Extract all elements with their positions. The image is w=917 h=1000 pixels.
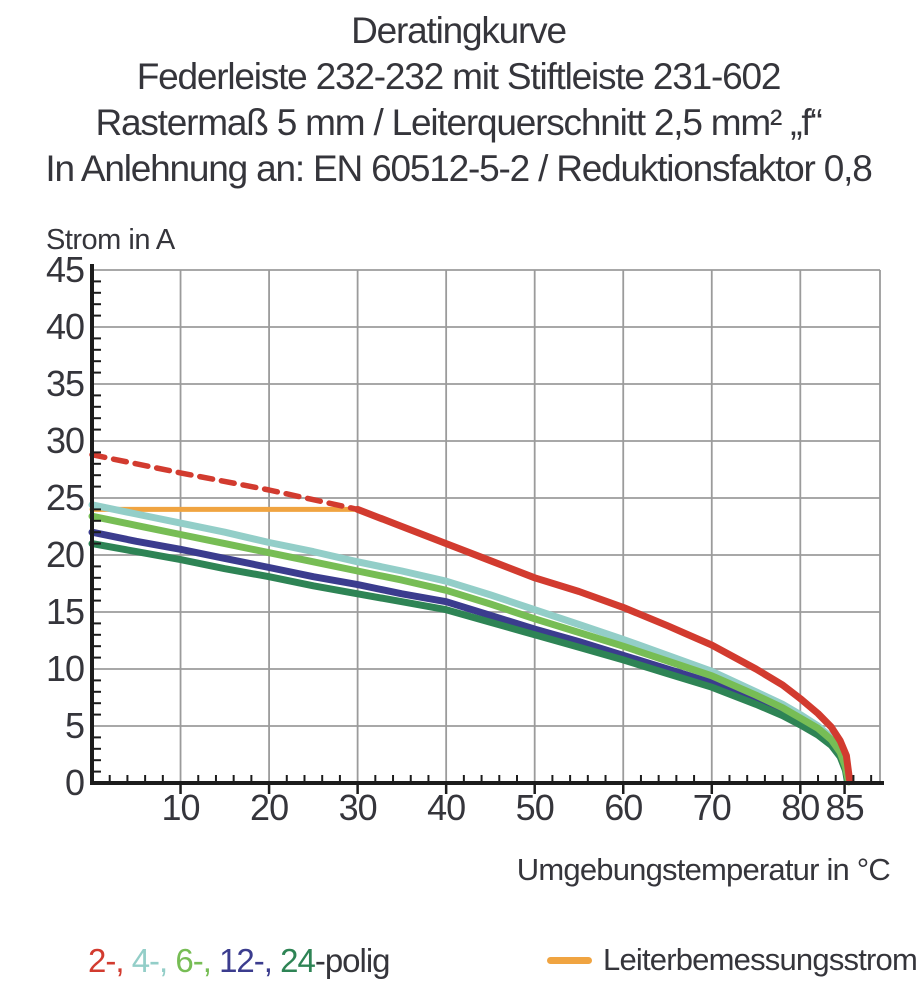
curve-polig-24 <box>88 540 851 785</box>
x-tick-label: 40 <box>427 787 465 828</box>
y-tick-label: 30 <box>46 420 84 461</box>
legend-rated-current: Leiterbemessungsstrom <box>547 942 917 978</box>
legend-pole-24: 24 <box>280 942 316 979</box>
legend-pole-2: 2-, <box>88 942 125 979</box>
curve-polig-2-gestrichelt <box>89 451 361 513</box>
x-tick-label: 80 <box>781 787 819 828</box>
x-tick-label: 50 <box>516 787 554 828</box>
x-axis-title: Umgebungstemperatur in °C <box>516 852 891 887</box>
y-tick-label: 10 <box>46 648 84 689</box>
chart-title-block: Deratingkurve Federleiste 232-232 mit St… <box>0 8 917 192</box>
legend-poles: 2-, 4-, 6-, 12-, 24-polig <box>88 942 391 980</box>
subtitle-standard: In Anlehnung an: EN 60512-5-2 / Reduktio… <box>45 148 872 189</box>
x-tick-label: 70 <box>693 787 731 828</box>
legend-poles-suffix: -polig <box>314 942 391 979</box>
x-tick-label: 60 <box>604 787 642 828</box>
subtitle-spec: Rastermaß 5 mm / Leiterquerschnitt 2,5 m… <box>95 102 822 143</box>
x-tick-label: 30 <box>339 787 377 828</box>
y-tick-label: 0 <box>65 762 84 803</box>
x-tick-label: 20 <box>250 787 288 828</box>
y-tick-label: 25 <box>46 477 84 518</box>
legend-pole-4: 4-, <box>131 942 169 979</box>
y-tick-label: 45 <box>46 249 84 290</box>
x-tick-label: 85 <box>826 787 864 828</box>
legend-pole-6: 6-, <box>175 942 212 979</box>
y-tick-label: 20 <box>46 534 84 575</box>
curve-polig-6 <box>88 512 853 786</box>
y-axis-title: Strom in A <box>46 224 175 256</box>
y-tick-label: 40 <box>46 306 84 347</box>
x-tick-label: 10 <box>162 787 200 828</box>
page-title: Deratingkurve <box>351 10 567 51</box>
y-tick-label: 5 <box>65 705 84 746</box>
subtitle-connector: Federleiste 232-232 mit Stiftleiste 231-… <box>136 56 782 97</box>
y-tick-label: 35 <box>46 363 84 404</box>
legend-pole-12: 12-, <box>219 942 273 979</box>
curve-polig-4 <box>88 501 852 785</box>
rated-current-line-swatch <box>547 956 592 964</box>
curve-polig-2 <box>354 505 853 784</box>
y-tick-label: 15 <box>46 591 84 632</box>
rated-current-label: Leiterbemessungsstrom <box>603 942 917 977</box>
